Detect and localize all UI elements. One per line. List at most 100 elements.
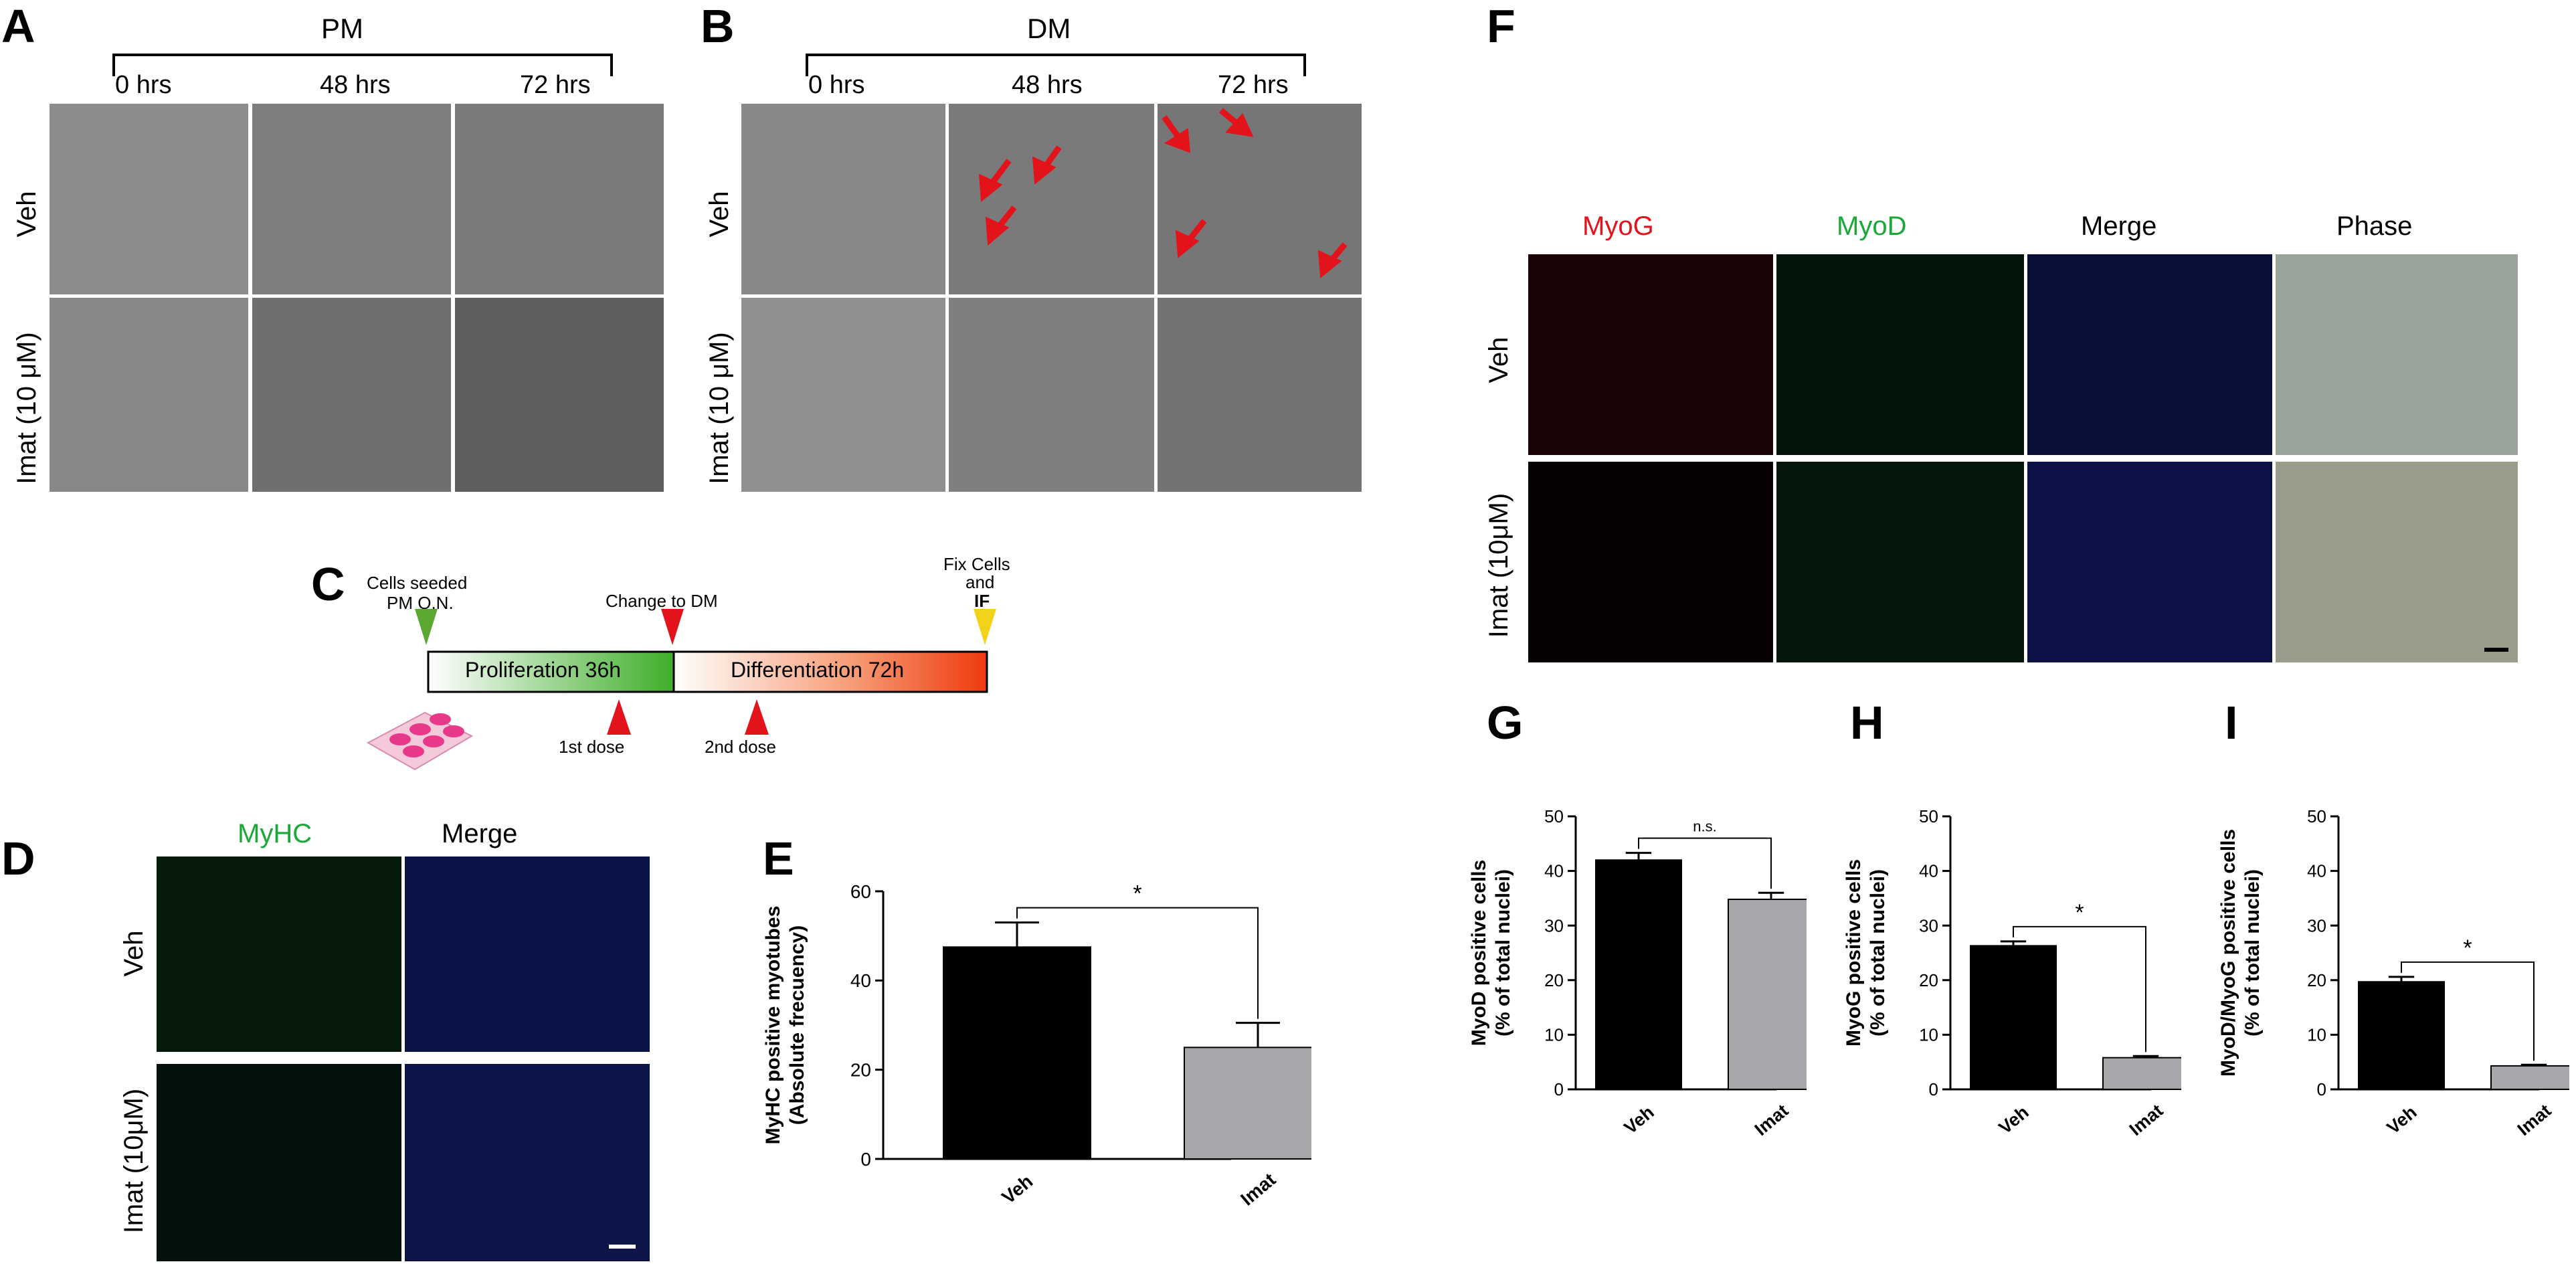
timeline-proliferation-label: Proliferation 36h: [465, 658, 622, 682]
panel-f-row-imat: Imat (10μM): [1484, 492, 1513, 638]
panel-b-time-0: 0 hrs: [808, 71, 865, 99]
panel-a-time-0: 0 hrs: [115, 71, 172, 99]
timeline-differentiation-label: Differentiation 72h: [731, 658, 905, 682]
y-axis-label: MyHC positive myotubes: [762, 906, 784, 1145]
dose1-marker-icon: [607, 699, 631, 735]
bar-imat: [1184, 1047, 1311, 1160]
y-tick-label: 0: [1929, 1079, 1938, 1099]
chart-h: 0 10 20 30 40 50 Veh Imat * MyoG positive cells (%…: [1843, 806, 2181, 1140]
panel-b-row-veh: Veh: [705, 191, 734, 238]
bar-veh: [1595, 859, 1682, 1090]
micrograph-a-veh-0h: [50, 104, 248, 294]
y-axis-label-units: (% of total nuclei): [1492, 869, 1514, 1036]
chart-e: 0 20 40 60 Veh Imat * MyHC positive myotubes (Ab…: [762, 883, 1311, 1210]
y-axis-label-units: (% of total nuclei): [1867, 869, 1889, 1036]
micrograph-a-imat-48h: [252, 298, 451, 492]
panel-label-h: H: [1850, 697, 1884, 749]
differentiation-bar: [672, 650, 988, 693]
category-label: Imat: [1751, 1100, 1792, 1140]
seed-marker-icon: [415, 609, 438, 645]
significance-label: *: [2463, 935, 2472, 961]
y-tick-label: 0: [2317, 1079, 2326, 1099]
y-axis-label: MyoD/MyoG positive cells: [2217, 829, 2239, 1077]
dose2-marker-icon: [745, 699, 769, 735]
timeline-change-dm: Change to DM: [606, 591, 718, 611]
category-label: Veh: [2383, 1102, 2421, 1138]
y-tick-label: 50: [2307, 806, 2326, 826]
panel-d-col-myhc: MyHC: [238, 819, 312, 848]
myod-imat-image: [1776, 462, 2024, 662]
panel-a-row-imat: Imat (10 μM): [12, 332, 41, 484]
y-tick-label: 40: [2307, 861, 2326, 881]
scale-bar-f: [2484, 648, 2508, 652]
micrograph-a-imat-0h: [50, 298, 248, 492]
category-label: Veh: [998, 1170, 1036, 1208]
panel-f-col-phase: Phase: [2336, 211, 2413, 241]
timeline-pm-on: PM O.N.: [387, 593, 454, 613]
merge-veh-image: [405, 856, 650, 1052]
panel-f-col-myog: MyoG: [1582, 211, 1654, 241]
micrograph-b-veh-48h: [949, 104, 1154, 294]
y-tick-label: 30: [1544, 915, 1564, 935]
y-tick-label: 10: [2307, 1025, 2326, 1045]
panel-label-e: E: [763, 832, 794, 885]
significance-label: *: [1133, 883, 1141, 907]
bar-imat: [1728, 899, 1807, 1090]
panel-b-time-48: 48 hrs: [1012, 71, 1083, 99]
chart-i: 0 10 20 30 40 50 Veh Imat * MyoD/MyoG positive ce…: [2217, 806, 2569, 1140]
panel-a-condition: PM: [321, 13, 363, 44]
category-label: Veh: [1621, 1102, 1658, 1138]
panel-label-c: C: [311, 558, 345, 610]
panel-label-b: B: [701, 0, 735, 52]
y-tick-label: 0: [1554, 1079, 1564, 1099]
category-label: Veh: [1995, 1102, 2033, 1138]
y-tick-label: 20: [1919, 970, 1938, 990]
micrograph-b-imat-0h: [741, 298, 945, 492]
y-axis-label-units: (% of total nuclei): [2241, 869, 2264, 1036]
timeline-fix-cells: Fix Cells: [943, 554, 1010, 574]
micrograph-b-veh-72h: [1158, 104, 1362, 294]
myhc-veh-image: [157, 856, 401, 1052]
category-label: Imat: [2514, 1100, 2555, 1140]
y-tick-label: 30: [1919, 915, 1938, 935]
timeline-dose2: 2nd dose: [705, 737, 776, 757]
y-tick-label: 40: [1544, 861, 1564, 881]
y-tick-label: 30: [2307, 915, 2326, 935]
merge-f-imat-image: [2027, 462, 2272, 662]
timeline-cells-seeded: Cells seeded: [367, 573, 468, 593]
panel-label-f: F: [1487, 0, 1515, 52]
panel-label-a: A: [1, 0, 35, 52]
bar-imat: [2102, 1057, 2181, 1090]
y-tick-label: 20: [2307, 970, 2326, 990]
panel-f-col-myod: MyoD: [1837, 211, 1907, 241]
panel-a-time-48: 48 hrs: [320, 71, 391, 99]
micrograph-a-veh-48h: [252, 104, 451, 294]
proliferation-bar: [427, 650, 675, 693]
fix-marker-icon: [974, 609, 996, 645]
y-tick-label: 50: [1544, 806, 1564, 826]
panel-f-col-merge: Merge: [2081, 211, 2157, 241]
y-tick-label: 20: [850, 1059, 871, 1080]
myog-imat-image: [1528, 462, 1773, 662]
y-tick-label: 0: [860, 1149, 871, 1170]
chart-g: 0 10 20 30 40 50 Veh Imat n.s. MyoD positive cell…: [1468, 806, 1807, 1140]
panel-a-time-72: 72 hrs: [520, 71, 591, 99]
y-tick-label: 60: [850, 883, 871, 902]
y-tick-label: 10: [1919, 1025, 1938, 1045]
significance-bracket: [1638, 837, 1772, 889]
timeline-dose1: 1st dose: [559, 737, 625, 757]
category-label: Imat: [2126, 1100, 2167, 1140]
bar-veh: [2358, 981, 2445, 1090]
y-tick-label: 40: [1919, 861, 1938, 881]
culture-plate-icon: [366, 711, 474, 771]
bar-imat: [2490, 1065, 2569, 1090]
significance-bracket: [1016, 907, 1259, 1019]
scale-bar-d: [609, 1245, 636, 1249]
change-dm-marker-icon: [661, 609, 684, 645]
merge-imat-image: [405, 1064, 650, 1261]
experiment-timeline: [415, 609, 996, 735]
panel-b-row-imat: Imat (10 μM): [705, 332, 734, 484]
panel-label-g: G: [1487, 697, 1524, 749]
myog-veh-image: [1528, 254, 1773, 455]
